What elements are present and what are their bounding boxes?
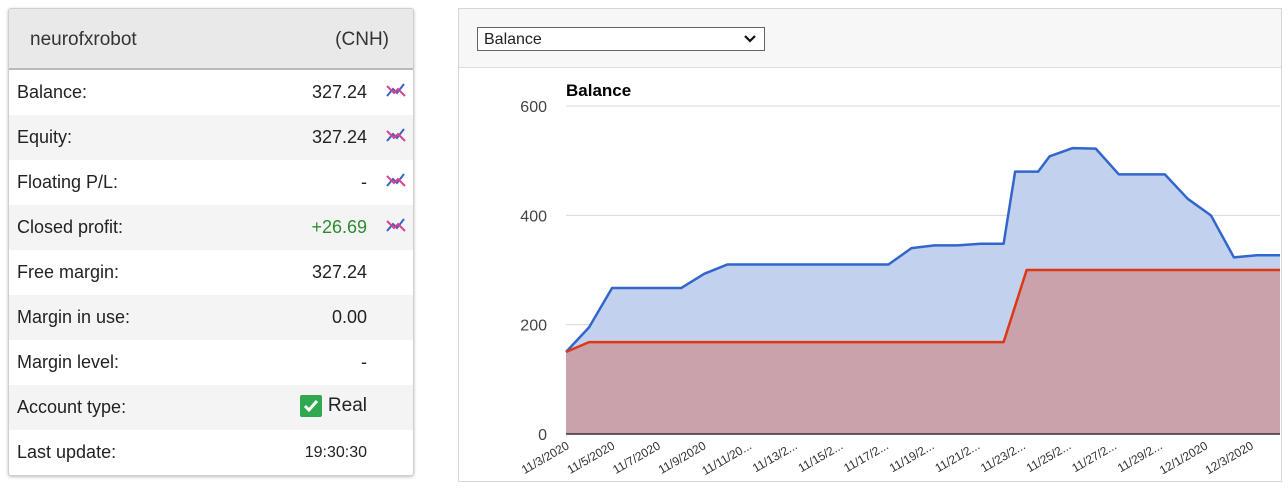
y-tick-label: 600 [520,99,547,116]
x-tick-label: 11/15/2... [796,438,846,475]
row-closed-profit: Closed profit: +26.69 [9,205,413,250]
account-currency: (CNH) [335,29,389,50]
x-tick-label: 11/25/2... [1024,438,1074,475]
series-area-1 [566,270,1280,434]
chart-type-select[interactable]: Balance [477,27,765,51]
chart-toolbar: Balance [459,9,1281,68]
row-free-margin: Free margin: 327.24 [9,250,413,295]
x-tick-label: 11/9/2020 [656,438,709,477]
check-icon [299,395,322,417]
account-panel: neurofxrobot (CNH) Balance: 327.24 Equit… [8,8,414,476]
chart-panel: Balance 0 200 400 600 Balance 11/3/2020 11/5/2… [458,8,1282,482]
row-value: - [361,172,367,192]
chevron-down-icon [744,35,756,43]
row-value: 327.24 [311,262,367,282]
account-name: neurofxrobot [30,29,137,50]
row-label: Balance: [17,82,88,102]
row-label: Margin level: [17,352,120,372]
row-last-update: Last update: 19:30:30 [9,430,413,475]
row-label: Closed profit: [17,217,124,237]
row-value: 327.24 [311,127,367,147]
row-margin-level: Margin level: - [9,340,413,385]
balance-chart: 0 200 400 600 Balance 11/3/202011/5/202011/7/… [519,81,1280,478]
row-value: +26.69 [311,217,367,237]
series-line-1 [565,268,1280,354]
select-value: Balance [484,31,542,48]
account-stats: Balance: 327.24 Equity: 327.24 Floating … [9,70,413,475]
x-tick-label: 11/21/2... [933,438,983,475]
row-value: 327.24 [311,82,367,102]
row-label: Free margin: [17,262,120,282]
x-tick-label: 11/3/2020 [519,438,572,477]
x-tick-label: 11/7/2020 [610,438,663,477]
account-header: neurofxrobot (CNH) [9,9,413,70]
chart-title: Balance [566,81,631,100]
x-tick-label: 11/11/20... [699,438,754,478]
x-tick-label: 11/13/2... [750,438,800,475]
account-type-text: Real [327,395,367,416]
chart-line-icon[interactable] [385,170,407,190]
y-tick-label: 200 [520,318,547,335]
series-line-0 [565,146,1280,353]
x-tick-label: 11/17/2... [841,438,891,475]
row-label: Equity: [17,127,73,147]
row-equity: Equity: 327.24 [9,115,413,160]
row-value: 19:30:30 [304,444,367,461]
row-label: Last update: [17,442,117,462]
row-balance: Balance: 327.24 [9,70,413,115]
x-tick-label: 12/1/2020 [1157,438,1211,477]
chart-line-icon[interactable] [385,215,407,235]
chart-line-icon[interactable] [385,80,407,100]
chart-line-icon[interactable] [385,125,407,145]
row-label: Margin in use: [17,307,131,327]
y-tick-label: 0 [538,427,547,444]
row-floating-pl: Floating P/L: - [9,160,413,205]
x-tick-label: 11/29/2... [1115,438,1165,475]
account-type-value: Real [299,395,367,417]
x-tick-label: 11/23/2... [978,438,1028,475]
row-label: Floating P/L: [17,172,119,192]
x-tick-label: 11/19/2... [887,438,937,475]
row-value: 0.00 [331,307,367,327]
x-tick-label: 12/3/2020 [1203,438,1257,477]
x-tick-label: 11/5/2020 [565,438,618,477]
x-tick-label: 11/27/2... [1069,438,1119,475]
row-label: Account type: [17,397,127,417]
y-tick-label: 400 [520,208,547,225]
row-margin-in-use: Margin in use: 0.00 [9,295,413,340]
row-value: - [361,352,367,372]
row-account-type: Account type: Real [9,385,413,430]
